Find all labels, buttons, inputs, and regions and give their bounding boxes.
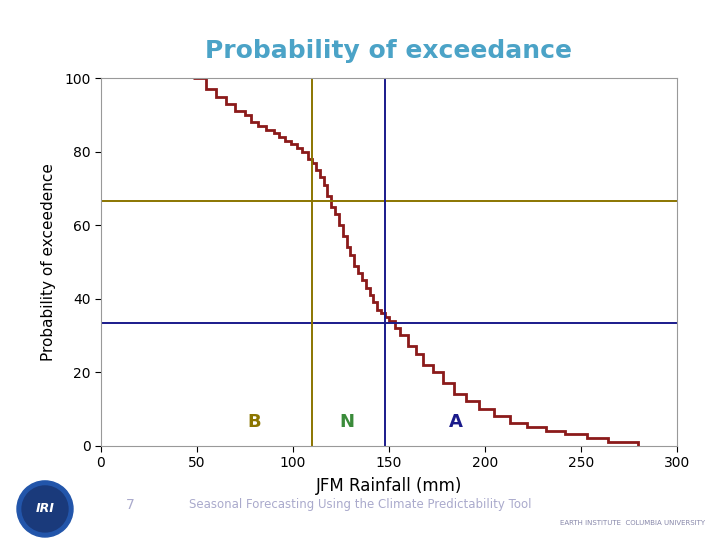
Text: IRI: IRI [35, 502, 55, 516]
Circle shape [17, 481, 73, 537]
Text: for Climate and Society: for Climate and Society [560, 504, 667, 514]
Text: International Research Institute: International Research Institute [560, 490, 703, 500]
Text: A: A [449, 413, 463, 431]
Text: Probability of exceedance: Probability of exceedance [205, 39, 572, 63]
Text: 7: 7 [125, 498, 135, 512]
X-axis label: JFM Rainfall (mm): JFM Rainfall (mm) [315, 477, 462, 495]
Text: B: B [248, 413, 261, 431]
Text: Seasonal Forecasting Using the Climate Predictability Tool: Seasonal Forecasting Using the Climate P… [189, 498, 531, 511]
Text: N: N [339, 413, 354, 431]
Text: EARTH INSTITUTE  COLUMBIA UNIVERSITY: EARTH INSTITUTE COLUMBIA UNIVERSITY [560, 520, 705, 526]
Circle shape [22, 486, 68, 532]
Y-axis label: Probability of exceedence: Probability of exceedence [40, 163, 55, 361]
